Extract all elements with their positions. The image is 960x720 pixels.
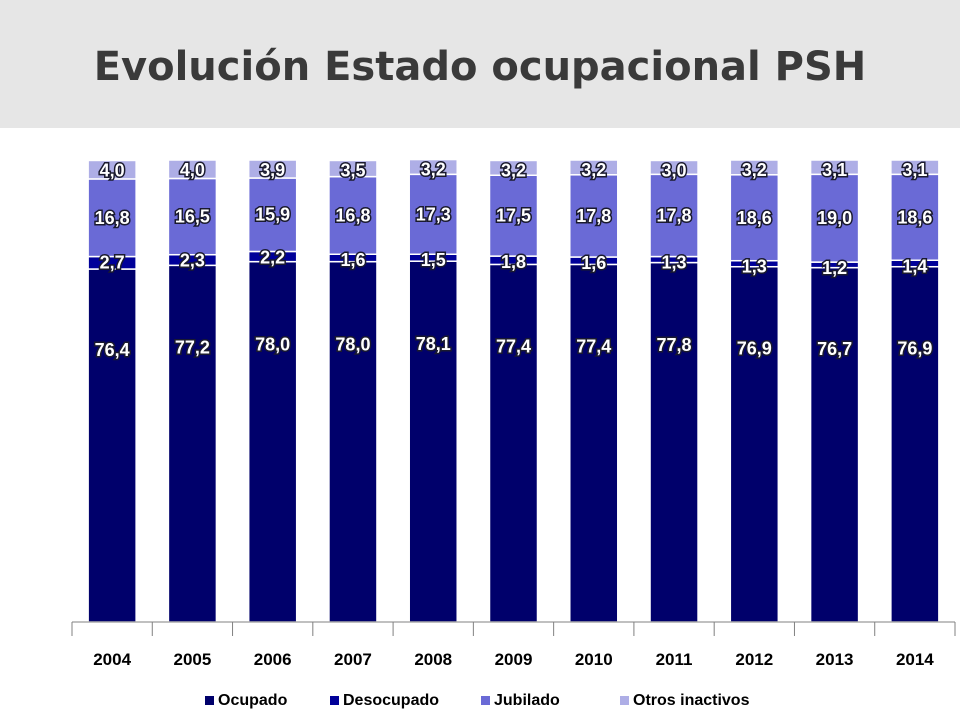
bar-jubilado-2010	[569, 174, 619, 258]
legend: Ocupado Desocupado Jubilado Otros inactivos	[205, 692, 750, 709]
data-label-ocupado-2005: 77,2	[175, 337, 210, 357]
bar-otros-inactivos-2013	[809, 159, 860, 176]
data-label-jubilado-2005: 16,5	[175, 207, 210, 227]
data-label-ocupado-2009: 77,4	[496, 337, 531, 357]
x-tick-label-2006: 2006	[254, 650, 292, 669]
data-label-desocupado-2006: 2,2	[260, 247, 285, 267]
data-label-otros-inactivos-2011: 3,0	[662, 160, 687, 180]
data-label-otros-inactivos-2008: 3,2	[421, 160, 446, 180]
bar-ocupado-2010	[569, 263, 619, 623]
legend-swatch-ocupado	[205, 696, 214, 705]
x-tick-label-2004: 2004	[93, 650, 131, 669]
data-label-ocupado-2010: 77,4	[576, 337, 611, 357]
x-tick-label-2013: 2013	[816, 650, 854, 669]
bar-ocupado-2007	[328, 260, 378, 623]
data-label-otros-inactivos-2010: 3,2	[581, 160, 606, 180]
page-title: Evolución Estado ocupacional PSH	[93, 44, 867, 90]
data-label-desocupado-2014: 1,4	[902, 256, 927, 276]
legend-label-desocupado: Desocupado	[343, 692, 439, 709]
bars-layer: 76,4 2,7 16,8 4,0 77,2 2,3 16,5 4,0 78,0 2,2 15,9 3…	[87, 158, 940, 623]
bar-jubilado-2013	[809, 173, 860, 263]
data-label-otros-inactivos-2007: 3,5	[340, 160, 365, 180]
bar-ocupado-2012	[729, 265, 780, 623]
data-label-desocupado-2012: 1,3	[742, 257, 767, 277]
data-label-ocupado-2014: 76,9	[897, 338, 932, 358]
data-label-otros-inactivos-2013: 3,1	[822, 160, 847, 180]
data-label-ocupado-2004: 76,4	[95, 340, 130, 360]
data-label-jubilado-2008: 17,3	[416, 204, 451, 224]
x-axis: 2004 2005 2006 2007 2008 2009 2010 2011 2012 2013…	[71, 621, 956, 669]
data-label-desocupado-2011: 1,3	[662, 253, 687, 273]
x-tick-label-2008: 2008	[414, 650, 452, 669]
data-label-ocupado-2007: 78,0	[335, 335, 370, 355]
bar-jubilado-2011	[649, 173, 699, 258]
data-label-otros-inactivos-2005: 4,0	[180, 160, 205, 180]
bar-otros-inactivos-2005	[167, 159, 218, 180]
bar-jubilado-2006	[247, 177, 298, 253]
data-label-desocupado-2008: 1,5	[421, 250, 446, 270]
data-label-otros-inactivos-2014: 3,1	[902, 160, 927, 180]
x-tick-label-2007: 2007	[334, 650, 372, 669]
data-label-jubilado-2004: 16,8	[95, 208, 130, 228]
x-tick-label-2009: 2009	[495, 650, 533, 669]
legend-label-otros-inactivos: Otros inactivos	[633, 692, 750, 709]
legend-label-ocupado: Ocupado	[218, 692, 288, 709]
bar-otros-inactivos-2007	[328, 159, 378, 178]
x-tick-label-2014: 2014	[896, 650, 934, 669]
data-label-ocupado-2013: 76,7	[817, 339, 852, 359]
bar-jubilado-2009	[488, 174, 539, 257]
data-label-otros-inactivos-2004: 4,0	[100, 160, 125, 180]
data-label-otros-inactivos-2009: 3,2	[501, 160, 526, 180]
bar-otros-inactivos-2008	[408, 158, 458, 176]
data-label-desocupado-2010: 1,6	[581, 253, 606, 273]
x-tick-label-2010: 2010	[575, 650, 613, 669]
data-label-jubilado-2009: 17,5	[496, 206, 531, 226]
bar-ocupado-2013	[809, 266, 860, 623]
header-band	[0, 0, 960, 128]
legend-swatch-jubilado	[481, 696, 490, 705]
bar-otros-inactivos-2014	[890, 159, 940, 176]
data-label-desocupado-2009: 1,8	[501, 252, 526, 272]
data-label-jubilado-2012: 18,6	[737, 208, 772, 228]
bar-jubilado-2008	[408, 173, 458, 255]
data-label-ocupado-2006: 78,0	[255, 335, 290, 355]
data-label-desocupado-2013: 1,2	[822, 258, 847, 278]
data-label-desocupado-2005: 2,3	[180, 251, 205, 271]
data-label-ocupado-2008: 78,1	[416, 334, 451, 354]
bar-ocupado-2005	[167, 264, 218, 623]
bar-jubilado-2007	[328, 175, 378, 255]
bar-otros-inactivos-2009	[488, 159, 539, 176]
data-label-jubilado-2007: 16,8	[335, 205, 370, 225]
x-tick-label-2012: 2012	[735, 650, 773, 669]
data-label-jubilado-2014: 18,6	[897, 207, 932, 227]
bar-ocupado-2014	[890, 265, 940, 623]
legend-label-jubilado: Jubilado	[494, 692, 560, 709]
bar-otros-inactivos-2012	[729, 159, 780, 176]
bar-ocupado-2008	[408, 260, 458, 623]
data-label-jubilado-2010: 17,8	[576, 206, 611, 226]
data-label-otros-inactivos-2006: 3,9	[260, 160, 285, 180]
bar-otros-inactivos-2004	[87, 159, 137, 180]
legend-swatch-otros-inactivos	[620, 696, 629, 705]
data-label-desocupado-2007: 1,6	[340, 250, 365, 270]
x-tick-label-2011: 2011	[656, 650, 693, 669]
x-tick-label-2005: 2005	[173, 650, 211, 669]
bar-ocupado-2011	[649, 261, 699, 623]
data-label-jubilado-2006: 15,9	[255, 205, 290, 225]
bar-otros-inactivos-2006	[247, 159, 298, 179]
bar-jubilado-2012	[729, 174, 780, 262]
data-label-otros-inactivos-2012: 3,2	[742, 160, 767, 180]
legend-swatch-desocupado	[330, 696, 339, 705]
bar-ocupado-2009	[488, 263, 539, 623]
data-label-jubilado-2013: 19,0	[817, 208, 852, 228]
data-label-ocupado-2012: 76,9	[737, 338, 772, 358]
bar-otros-inactivos-2011	[649, 159, 699, 176]
data-label-jubilado-2011: 17,8	[657, 205, 692, 225]
data-label-ocupado-2011: 77,8	[657, 335, 692, 355]
data-label-desocupado-2004: 2,7	[100, 253, 125, 273]
bar-otros-inactivos-2010	[569, 159, 619, 176]
bar-ocupado-2004	[87, 268, 137, 623]
bar-ocupado-2006	[247, 260, 298, 623]
